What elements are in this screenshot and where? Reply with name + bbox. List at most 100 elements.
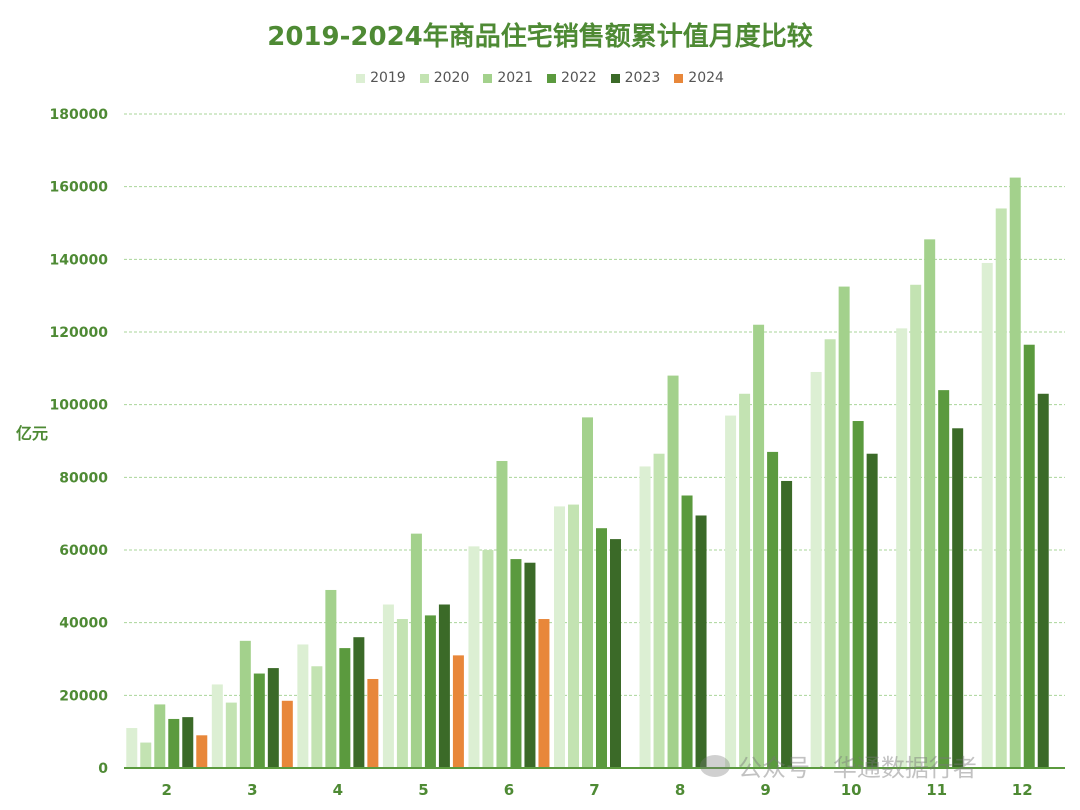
bar-2020-5 bbox=[396, 619, 408, 768]
bar-2022-11 bbox=[938, 390, 950, 768]
bar-2019-2 bbox=[126, 728, 138, 768]
legend-item-2019: 2019 bbox=[356, 70, 406, 86]
bar-2024-6 bbox=[538, 619, 550, 768]
y-tick-label: 0 bbox=[98, 761, 108, 777]
y-tick-label: 40000 bbox=[59, 616, 108, 632]
legend-label: 2019 bbox=[370, 70, 406, 86]
bar-2021-4 bbox=[325, 589, 337, 768]
x-tick-label: 6 bbox=[504, 781, 514, 799]
legend-item-2023: 2023 bbox=[610, 70, 661, 86]
legend-label: 2020 bbox=[433, 70, 470, 86]
bar-2022-7 bbox=[596, 528, 607, 768]
legend-item-2020: 2020 bbox=[419, 70, 470, 86]
watermark: 公众号 · 华通数据行者 bbox=[700, 748, 977, 783]
bar-2020-4 bbox=[311, 666, 323, 768]
legend-swatch bbox=[483, 73, 493, 83]
legend-label: 2021 bbox=[497, 70, 533, 86]
bar-2020-8 bbox=[653, 453, 665, 768]
bar-2021-3 bbox=[239, 640, 251, 768]
bar-2020-12 bbox=[995, 208, 1007, 768]
legend-swatch bbox=[419, 73, 429, 83]
wechat-icon bbox=[700, 754, 730, 777]
x-tick-label: 8 bbox=[675, 781, 685, 799]
bar-2023-7 bbox=[610, 539, 621, 768]
bar-2019-6 bbox=[468, 546, 480, 768]
x-tick-label: 3 bbox=[247, 781, 257, 799]
chart-title: 2019-2024年商品住宅销售额累计值月度比较 bbox=[267, 22, 813, 52]
x-tick-label: 12 bbox=[1012, 781, 1033, 799]
x-tick-label: 11 bbox=[926, 781, 947, 799]
legend-swatch bbox=[674, 73, 684, 83]
x-tick-label: 4 bbox=[333, 781, 343, 799]
y-tick-label: 180000 bbox=[50, 107, 109, 123]
watermark-text: 公众号 · 华通数据行者 bbox=[738, 754, 977, 782]
bar-2020-9 bbox=[739, 393, 751, 768]
bar-2020-6 bbox=[482, 550, 494, 768]
bar-2019-9 bbox=[725, 415, 737, 768]
bar-2022-9 bbox=[767, 451, 779, 768]
y-axis-label: 亿元 bbox=[15, 424, 48, 443]
bar-2020-7 bbox=[568, 504, 579, 768]
legend-item-2022: 2022 bbox=[547, 70, 597, 86]
bar-2022-3 bbox=[253, 673, 265, 768]
x-tick-label: 10 bbox=[841, 781, 862, 799]
x-tick-label: 5 bbox=[418, 781, 428, 799]
legend-item-2024: 2024 bbox=[674, 70, 724, 86]
bar-2022-2 bbox=[168, 718, 180, 768]
bar-2023-11 bbox=[952, 428, 964, 768]
y-tick-label: 100000 bbox=[50, 398, 109, 414]
bar-2023-6 bbox=[524, 562, 536, 768]
x-tick-label: 9 bbox=[760, 781, 770, 799]
y-tick-label: 160000 bbox=[50, 180, 109, 196]
legend: 2019 2020 2021 2022 2023 2024 bbox=[0, 70, 1080, 86]
y-tick-label: 60000 bbox=[59, 543, 108, 559]
legend-swatch bbox=[610, 73, 620, 83]
y-tick-label: 20000 bbox=[59, 688, 108, 704]
bar-2022-10 bbox=[852, 421, 864, 768]
bar-2022-8 bbox=[681, 495, 693, 768]
bar-2021-5 bbox=[410, 533, 422, 768]
legend-label: 2022 bbox=[561, 70, 597, 86]
bar-2023-12 bbox=[1037, 393, 1049, 768]
bar-2019-12 bbox=[981, 262, 993, 768]
bar-2020-10 bbox=[824, 339, 836, 768]
bar-2024-4 bbox=[367, 678, 379, 768]
bar-2023-9 bbox=[781, 480, 793, 768]
bar-2021-10 bbox=[838, 286, 850, 768]
y-tick-label: 140000 bbox=[50, 252, 109, 268]
x-tick-label: 7 bbox=[589, 781, 599, 799]
bar-2023-4 bbox=[353, 637, 365, 768]
bar-2019-3 bbox=[211, 684, 223, 768]
bar-2019-7 bbox=[554, 506, 565, 768]
legend-item-2021: 2021 bbox=[483, 70, 533, 86]
bar-2021-8 bbox=[667, 375, 679, 768]
bar-2024-5 bbox=[452, 655, 464, 768]
bar-2024-3 bbox=[281, 700, 293, 768]
bar-2024-2 bbox=[196, 735, 208, 768]
bar-2023-2 bbox=[182, 717, 194, 768]
legend-swatch bbox=[547, 73, 556, 83]
bar-2022-12 bbox=[1023, 344, 1035, 768]
bar-2021-2 bbox=[154, 704, 166, 768]
legend-label: 2024 bbox=[688, 70, 724, 86]
bar-2020-2 bbox=[140, 742, 152, 768]
bar-2019-11 bbox=[896, 328, 908, 768]
bar-2021-6 bbox=[496, 460, 508, 768]
y-tick-label: 120000 bbox=[50, 325, 109, 341]
bar-2019-5 bbox=[382, 604, 394, 768]
bar-2020-3 bbox=[225, 702, 237, 768]
bar-2020-11 bbox=[910, 284, 922, 768]
bar-2023-8 bbox=[695, 515, 707, 768]
bar-2021-12 bbox=[1009, 177, 1021, 769]
bar-2021-7 bbox=[582, 417, 593, 768]
bar-2022-4 bbox=[339, 648, 351, 768]
bar-2022-5 bbox=[424, 615, 436, 768]
x-tick-label: 2 bbox=[162, 781, 172, 799]
bar-2019-8 bbox=[639, 466, 651, 768]
bar-2023-3 bbox=[267, 668, 279, 768]
bar-2023-10 bbox=[866, 453, 878, 768]
y-tick-label: 80000 bbox=[59, 470, 108, 486]
legend-swatch bbox=[356, 73, 366, 83]
legend-label: 2023 bbox=[624, 70, 661, 86]
bar-2019-4 bbox=[297, 644, 309, 768]
